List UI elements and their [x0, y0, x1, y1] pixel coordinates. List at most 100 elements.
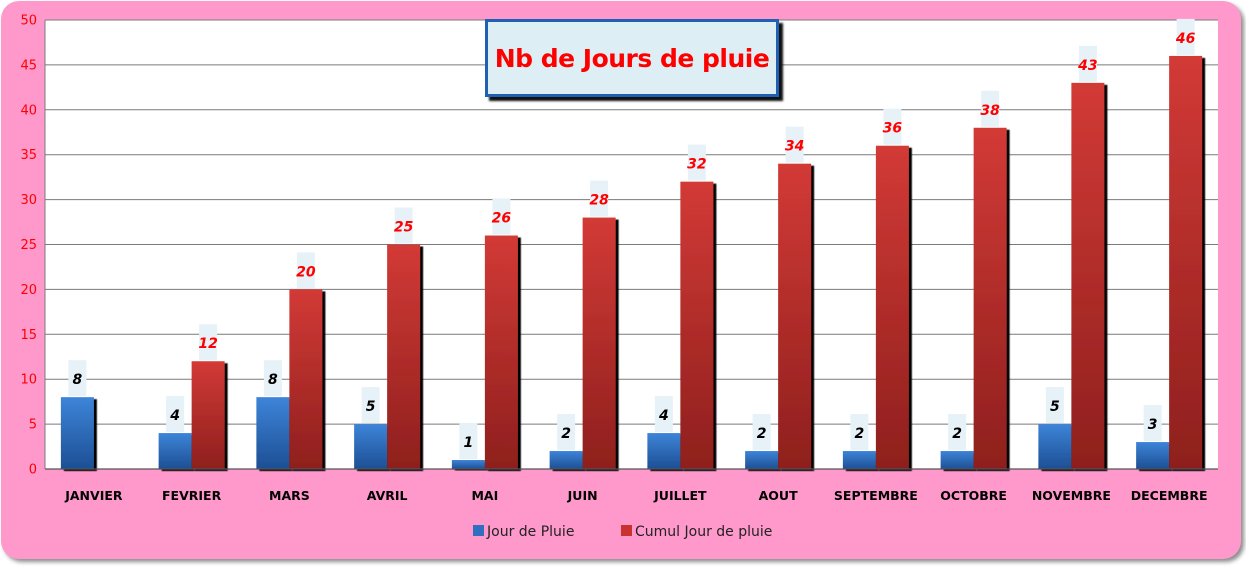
data-label-background — [394, 207, 413, 244]
bar — [842, 451, 876, 469]
x-tick-label: OCTOBRE — [940, 488, 1007, 503]
data-label-background — [883, 108, 902, 145]
data-label: 36 — [883, 121, 903, 137]
legend-label: Cumul Jour de pluie — [635, 524, 772, 540]
data-label-background — [785, 126, 804, 163]
data-label-background — [1078, 45, 1097, 82]
data-label-background — [1143, 405, 1162, 442]
bar — [582, 217, 616, 469]
bar — [387, 244, 421, 469]
bar — [778, 163, 812, 469]
legend-label: Jour de Pluie — [486, 524, 574, 540]
data-label: 43 — [1077, 58, 1097, 74]
legend-swatch — [473, 525, 484, 536]
bar — [289, 289, 323, 469]
data-label: 2 — [952, 426, 962, 442]
data-label: 46 — [1175, 31, 1196, 47]
data-label-background — [687, 144, 706, 181]
data-label: 28 — [589, 193, 609, 209]
x-tick-label: AOUT — [759, 488, 798, 503]
data-label: 25 — [394, 220, 414, 236]
x-tick-label: JUILLET — [653, 488, 707, 503]
data-label-background — [459, 423, 478, 460]
data-label-background — [557, 414, 576, 451]
y-tick-label: 15 — [20, 328, 37, 343]
data-label-background — [1176, 18, 1195, 55]
y-tick-label: 25 — [20, 238, 37, 253]
bar — [647, 433, 681, 469]
data-label-background — [492, 198, 511, 235]
data-label: 5 — [1050, 399, 1060, 415]
data-label: 12 — [198, 336, 217, 352]
legend-swatch — [621, 525, 632, 536]
bar — [158, 433, 192, 469]
bar — [875, 145, 909, 469]
y-tick-label: 0 — [29, 463, 37, 478]
bar — [1136, 442, 1170, 469]
y-tick-label: 20 — [20, 283, 37, 298]
x-tick-label: SEPTEMBRE — [834, 488, 918, 503]
data-label-background — [166, 396, 185, 433]
data-label-background — [981, 90, 1000, 127]
data-label: 2 — [757, 426, 767, 442]
bar — [451, 460, 485, 469]
x-tick-label: JUIN — [567, 488, 598, 503]
y-tick-label: 5 — [29, 418, 37, 433]
x-tick-label: MARS — [269, 488, 310, 503]
bar — [1038, 424, 1072, 469]
bar — [1071, 82, 1105, 470]
data-label-background — [590, 180, 609, 217]
y-axis: 0 5 10 15 20 25 30 35 40 45 50 — [20, 14, 46, 478]
x-tick-label: FEVRIER — [162, 488, 222, 503]
data-label-background — [654, 396, 673, 433]
data-label: 8 — [268, 372, 278, 388]
y-tick-label: 40 — [20, 103, 37, 118]
bar — [745, 451, 779, 469]
data-label: 34 — [785, 139, 804, 155]
data-label-background — [752, 414, 771, 451]
bar — [549, 451, 583, 469]
data-label-background — [1045, 387, 1064, 424]
data-label: 1 — [464, 435, 474, 451]
x-tick-label: AVRIL — [367, 488, 408, 503]
data-label-background — [850, 414, 869, 451]
data-label-background — [199, 324, 218, 361]
bar — [60, 397, 94, 469]
data-label-background — [68, 360, 87, 397]
bars: 8 4 12 8 20 5 25 1 26 2 28 4 32 2 34 2 36 2 38 5 43 3 46 — [60, 18, 1203, 470]
data-label: 38 — [980, 103, 1000, 119]
bar — [1169, 55, 1203, 470]
data-label: 20 — [296, 264, 316, 280]
x-axis: JANVIER FEVRIER MARS AVRIL MAI JUIN JUILLET AOU… — [45, 468, 1218, 503]
y-tick-label: 10 — [20, 373, 37, 388]
data-label: 2 — [855, 426, 865, 442]
legend: Jour de Pluie Cumul Jour de pluie — [473, 524, 772, 540]
data-label: 8 — [73, 372, 83, 388]
data-label-background — [296, 252, 315, 289]
data-label-background — [263, 360, 282, 397]
bar — [484, 235, 518, 469]
data-label: 2 — [561, 426, 571, 442]
chart-title: Nb de Jours de pluie — [494, 43, 770, 73]
data-label: 5 — [366, 399, 376, 415]
data-label: 26 — [492, 211, 512, 227]
bar — [940, 451, 974, 469]
y-tick-label: 45 — [20, 58, 37, 73]
bar — [680, 181, 714, 469]
y-tick-label: 35 — [20, 148, 37, 163]
x-tick-label: DECEMBRE — [1131, 488, 1208, 503]
bar — [191, 361, 225, 469]
data-label: 3 — [1148, 417, 1158, 433]
data-label: 4 — [169, 408, 180, 424]
bar — [256, 397, 290, 469]
y-tick-label: 30 — [20, 193, 37, 208]
x-tick-label: NOVEMBRE — [1032, 488, 1111, 503]
x-tick-label: JANVIER — [64, 488, 123, 503]
data-label-background — [361, 387, 380, 424]
data-label: 4 — [658, 408, 669, 424]
chart-title-box: Nb de Jours de pluie — [485, 19, 779, 97]
data-label: 32 — [687, 157, 706, 173]
bar — [354, 424, 388, 469]
x-tick-label: MAI — [471, 488, 498, 503]
y-tick-label: 50 — [20, 14, 37, 29]
